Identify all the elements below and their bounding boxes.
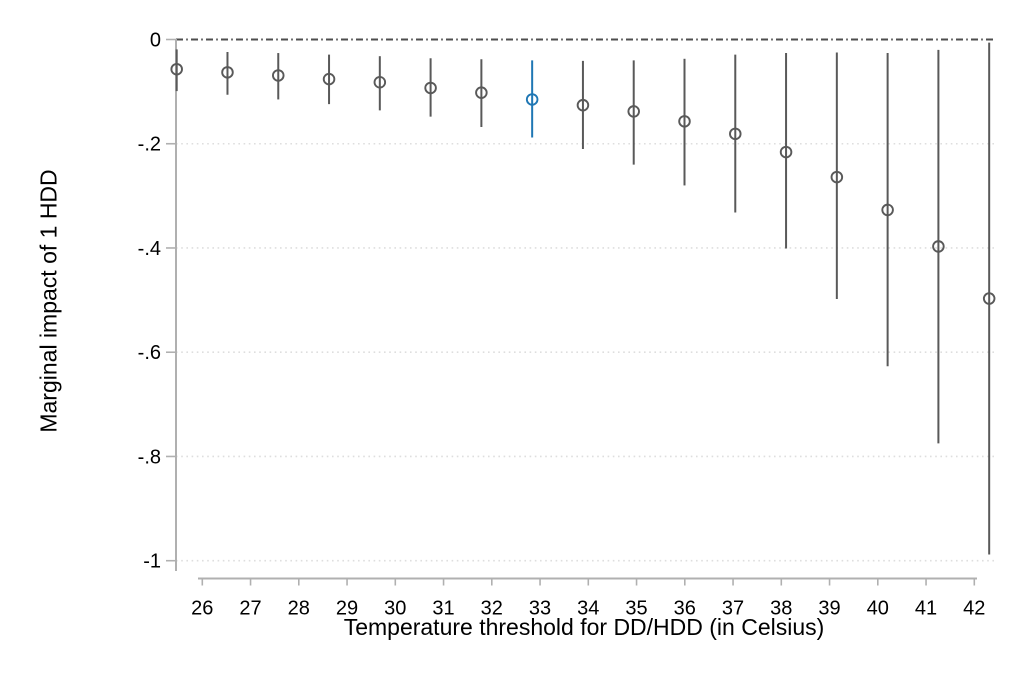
point-marker-34: [576, 98, 590, 112]
x-axis-title: Temperature threshold for DD/HDD (in Cel…: [343, 614, 825, 640]
point-marker-28: [272, 69, 285, 82]
y-tick-label--.8: -.8: [138, 446, 161, 468]
point-marker-27: [221, 66, 234, 79]
point-marker-31: [424, 81, 437, 95]
y-tick-label-0: 0: [150, 30, 161, 52]
x-tick-label-35: 35: [625, 597, 647, 619]
x-tick-label-26: 26: [191, 597, 213, 619]
x-tick-label-33: 33: [529, 597, 551, 619]
point-marker-33: [525, 93, 539, 106]
point-marker-35: [627, 105, 640, 118]
point-marker-40: [881, 203, 894, 217]
x-tick-label-40: 40: [867, 597, 889, 619]
x-tick-label-39: 39: [818, 597, 840, 619]
point-marker-29: [322, 72, 336, 86]
point-marker-37: [729, 127, 742, 141]
y-axis-title: Marginal impact of 1 HDD: [35, 169, 62, 433]
x-tick-label-30: 30: [384, 597, 406, 619]
point-marker-39: [830, 170, 844, 184]
y-tick-label--.6: -.6: [138, 342, 161, 364]
x-tick-label-28: 28: [288, 597, 310, 619]
y-tick-label--.4: -.4: [138, 238, 161, 260]
point-marker-41: [932, 240, 945, 253]
point-marker-36: [678, 115, 691, 128]
point-marker-38: [779, 145, 793, 159]
point-marker-32: [475, 86, 488, 99]
x-tick-label-31: 31: [432, 597, 454, 619]
x-tick-label-29: 29: [336, 597, 358, 619]
point-marker-30: [373, 75, 387, 89]
x-tick-label-27: 27: [239, 597, 261, 619]
y-tick-label--1: -1: [143, 551, 161, 573]
x-tick-label-38: 38: [770, 597, 792, 619]
x-tick-label-42: 42: [963, 597, 985, 619]
x-tick-label-41: 41: [915, 597, 937, 619]
y-tick-label--.2: -.2: [138, 134, 161, 156]
point-marker-42: [982, 292, 996, 305]
point-marker-26: [170, 62, 183, 76]
x-tick-label-37: 37: [722, 597, 744, 619]
x-tick-label-36: 36: [674, 597, 696, 619]
x-tick-label-34: 34: [577, 597, 599, 619]
x-tick-label-32: 32: [481, 597, 503, 619]
